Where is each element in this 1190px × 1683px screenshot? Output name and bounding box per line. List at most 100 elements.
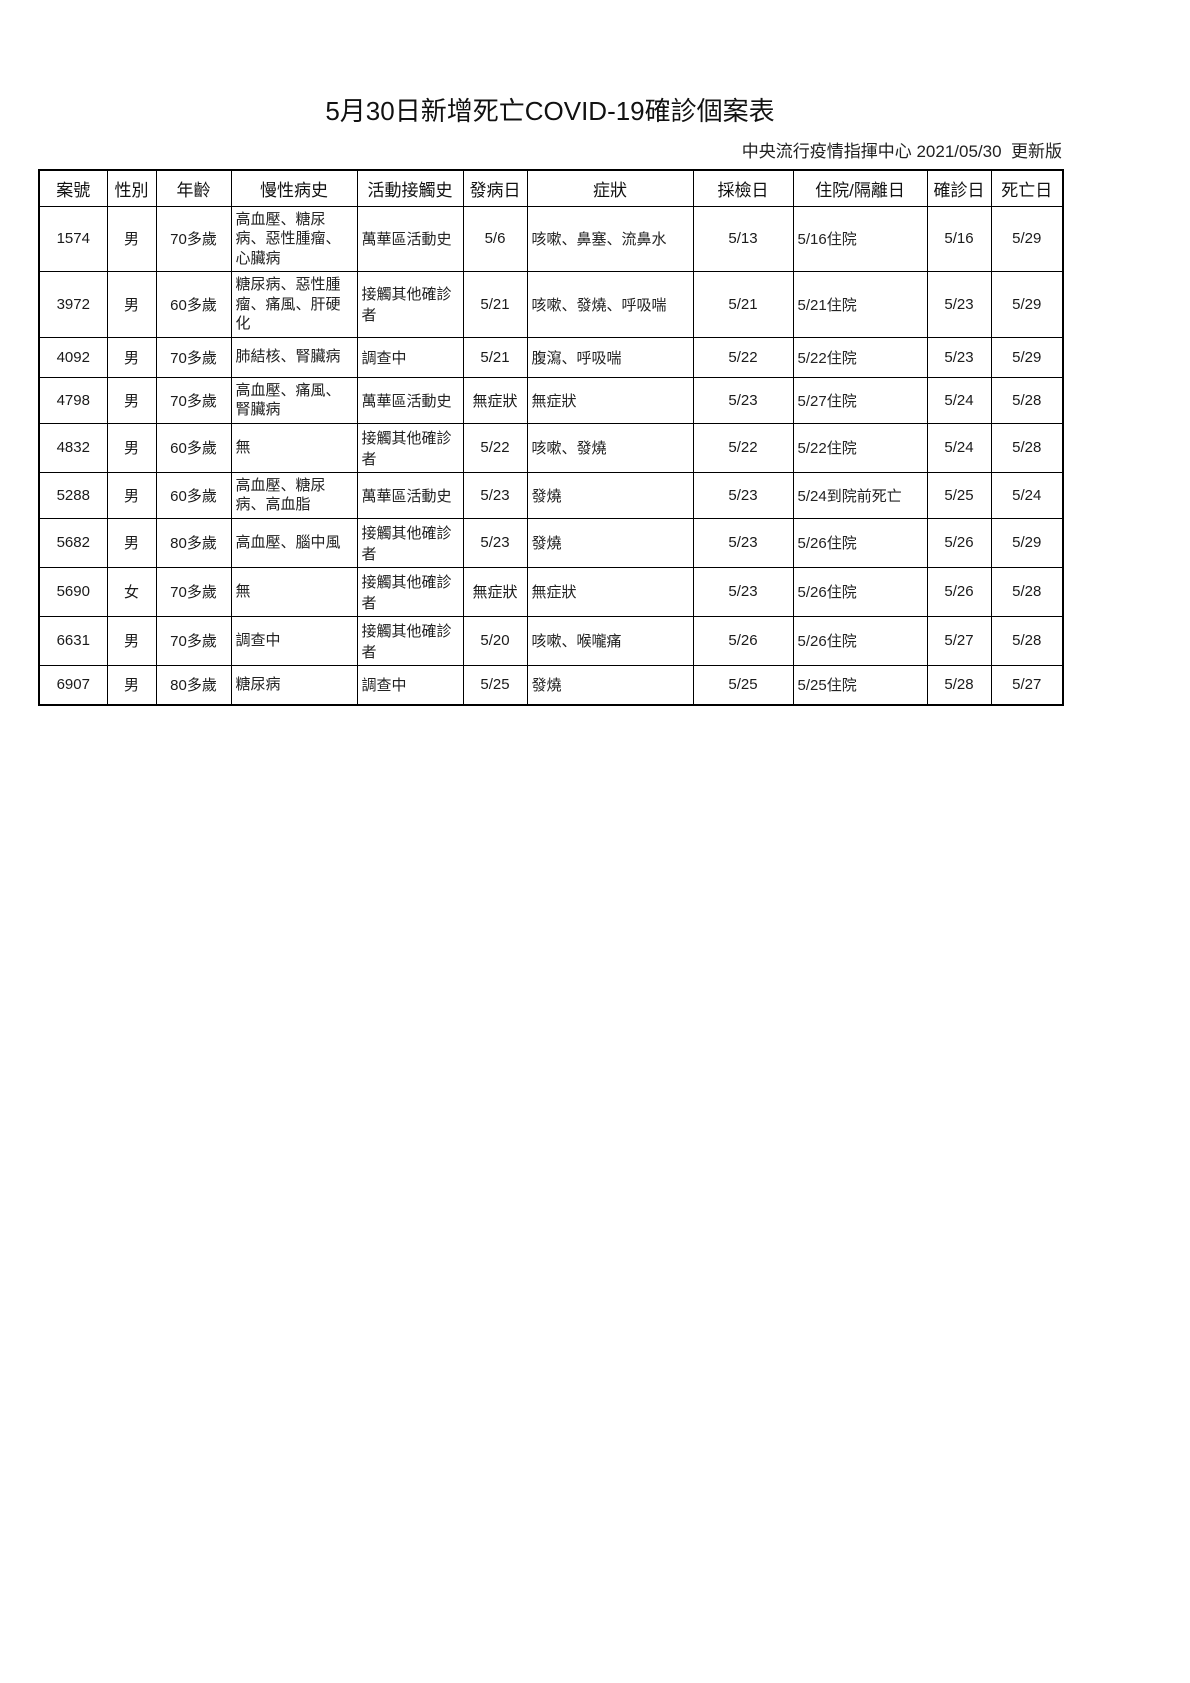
- table-cell: 發燒: [526, 471, 694, 519]
- table-cell: 5/23: [692, 376, 794, 424]
- table-cell: 糖尿病: [230, 664, 358, 706]
- column-header: 死亡日: [990, 169, 1064, 207]
- table-cell: 60多歲: [155, 271, 232, 338]
- table-cell: 5/22住院: [792, 336, 928, 378]
- table-cell: 5/28: [990, 615, 1064, 666]
- header-row: 案號 性別 年齡 慢性病史 活動接觸史 發病日 症狀 採檢日 住院/隔離日 確診日 死亡日: [38, 169, 1064, 207]
- table-cell: 咳嗽、發燒: [526, 422, 694, 473]
- table-cell: 6907: [38, 664, 108, 706]
- table-cell: 萬華區活動史: [356, 376, 464, 424]
- table-cell: 發燒: [526, 664, 694, 706]
- table-cell: 萬華區活動史: [356, 471, 464, 519]
- table-cell: 5/22: [692, 422, 794, 473]
- table-cell: 5/27: [990, 664, 1064, 706]
- table-cell: 60多歲: [155, 422, 232, 473]
- table-cell: 無症狀: [462, 376, 528, 424]
- table-cell: 5/21: [692, 271, 794, 338]
- table-row: 4798 男 70多歲 高血壓、痛風、腎臟病 萬華區活動史 無症狀 無症狀 5/23 5/27住…: [38, 376, 1064, 424]
- table-cell: 5/22住院: [792, 422, 928, 473]
- table-cell: 接觸其他確診者: [356, 271, 464, 338]
- table-cell: 4092: [38, 336, 108, 378]
- table-cell: 5/26: [926, 517, 992, 568]
- table-cell: 男: [106, 422, 157, 473]
- table-cell: 4832: [38, 422, 108, 473]
- table-cell: 女: [106, 566, 157, 617]
- column-header: 年齡: [155, 169, 232, 207]
- table-cell: 5/27: [926, 615, 992, 666]
- column-header: 發病日: [462, 169, 528, 207]
- table-cell: 5/28: [990, 422, 1064, 473]
- table-cell: 接觸其他確診者: [356, 615, 464, 666]
- table-cell: 男: [106, 664, 157, 706]
- table-cell: 無症狀: [526, 376, 694, 424]
- table-cell: 5/29: [990, 205, 1064, 273]
- table-cell: 男: [106, 615, 157, 666]
- table-cell: 接觸其他確診者: [356, 517, 464, 568]
- column-header: 活動接觸史: [356, 169, 464, 207]
- table-cell: 5/6: [462, 205, 528, 273]
- table-row: 5288 男 60多歲 高血壓、糖尿病、高血脂 萬華區活動史 5/23 發燒 5/23 5/24…: [38, 471, 1064, 519]
- table-cell: 高血壓、糖尿病、惡性腫瘤、心臟病: [230, 205, 358, 273]
- table-cell: 6631: [38, 615, 108, 666]
- table-cell: 5/26: [692, 615, 794, 666]
- table-cell: 5/20: [462, 615, 528, 666]
- table-cell: 5/21住院: [792, 271, 928, 338]
- table-cell: 調查中: [230, 615, 358, 666]
- table-cell: 5/28: [926, 664, 992, 706]
- table-cell: 4798: [38, 376, 108, 424]
- table-cell: 70多歲: [155, 376, 232, 424]
- table-cell: 60多歲: [155, 471, 232, 519]
- table-cell: 無症狀: [526, 566, 694, 617]
- table-row: 6631 男 70多歲 調查中 接觸其他確診者 5/20 咳嗽、喉嚨痛 5/26 5/26住院 5…: [38, 615, 1064, 666]
- page-subtitle: 中央流行疫情指揮中心 2021/05/30 更新版: [741, 142, 1062, 162]
- table-cell: 無症狀: [462, 566, 528, 617]
- table-cell: 5/28: [990, 376, 1064, 424]
- table-row: 4092 男 70多歲 肺結核、腎臟病 調查中 5/21 腹瀉、呼吸喘 5/22 5/22住院 5…: [38, 336, 1064, 378]
- table-cell: 接觸其他確診者: [356, 422, 464, 473]
- table-cell: 1574: [38, 205, 108, 273]
- table-cell: 男: [106, 471, 157, 519]
- table-cell: 5/29: [990, 336, 1064, 378]
- table-cell: 5/26: [926, 566, 992, 617]
- table-row: 6907 男 80多歲 糖尿病 調查中 5/25 發燒 5/25 5/25住院 5/28 5/27: [38, 664, 1064, 706]
- table-cell: 5/16: [926, 205, 992, 273]
- table-cell: 5/26住院: [792, 517, 928, 568]
- table-cell: 男: [106, 271, 157, 338]
- column-header: 症狀: [526, 169, 694, 207]
- table-cell: 5/23: [692, 471, 794, 519]
- table-cell: 5/25: [692, 664, 794, 706]
- table-cell: 5/26住院: [792, 615, 928, 666]
- table-cell: 接觸其他確診者: [356, 566, 464, 617]
- column-header: 慢性病史: [230, 169, 358, 207]
- column-header: 採檢日: [692, 169, 794, 207]
- table-cell: 5/23: [926, 271, 992, 338]
- table-cell: 70多歲: [155, 566, 232, 617]
- table-cell: 男: [106, 336, 157, 378]
- table-cell: 5/22: [462, 422, 528, 473]
- table-row: 1574 男 70多歲 高血壓、糖尿病、惡性腫瘤、心臟病 萬華區活動史 5/6 咳嗽、鼻塞、…: [38, 205, 1064, 273]
- table-cell: 調查中: [356, 336, 464, 378]
- table-cell: 5/24到院前死亡: [792, 471, 928, 519]
- table-cell: 男: [106, 517, 157, 568]
- table-cell: 糖尿病、惡性腫瘤、痛風、肝硬化: [230, 271, 358, 338]
- table-cell: 70多歲: [155, 205, 232, 273]
- table-cell: 高血壓、腦中風: [230, 517, 358, 568]
- table-row: 5690 女 70多歲無接觸其他確診者 無症狀 無症狀 5/23 5/26住院 5/26 5/2…: [38, 566, 1064, 617]
- covid-death-cases-table: 案號 性別 年齡 慢性病史 活動接觸史 發病日 症狀 採檢日 住院/隔離日 確診日 死亡日 1574…: [38, 169, 1064, 707]
- table-cell: 5/27住院: [792, 376, 928, 424]
- table-cell: 5/28: [990, 566, 1064, 617]
- table-cell: 5/21: [462, 336, 528, 378]
- table-cell: 5/23: [462, 517, 528, 568]
- table-cell: 5/25住院: [792, 664, 928, 706]
- table-cell: 萬華區活動史: [356, 205, 464, 273]
- table-cell: 5/23: [462, 471, 528, 519]
- table-cell: 5690: [38, 566, 108, 617]
- table-cell: 5/21: [462, 271, 528, 338]
- table-row: 5682 男 80多歲 高血壓、腦中風 接觸其他確診者 5/23 發燒 5/23 5/26住院 5…: [38, 517, 1064, 568]
- table-cell: 5/16住院: [792, 205, 928, 273]
- table-cell: 5/26住院: [792, 566, 928, 617]
- table-cell: 男: [106, 376, 157, 424]
- table-cell: 發燒: [526, 517, 694, 568]
- table-cell: 無: [230, 566, 358, 617]
